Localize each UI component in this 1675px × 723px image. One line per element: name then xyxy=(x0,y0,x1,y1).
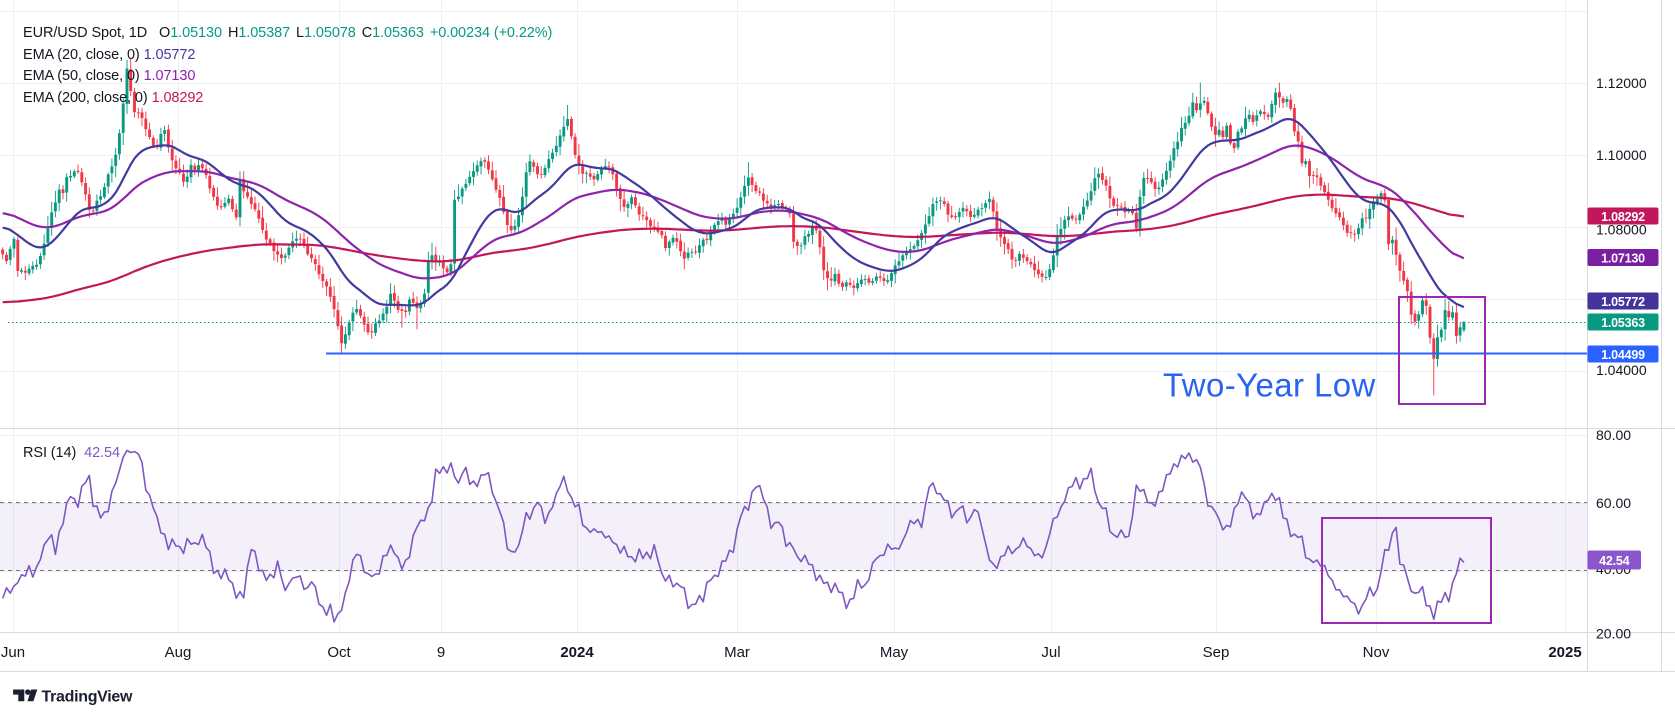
svg-text:Aug: Aug xyxy=(165,644,192,661)
svg-text:1.05363: 1.05363 xyxy=(1601,316,1645,330)
svg-text:Two-Year Low: Two-Year Low xyxy=(1163,367,1376,404)
svg-text:1.10000: 1.10000 xyxy=(1596,147,1647,163)
svg-text:Mar: Mar xyxy=(724,644,750,661)
svg-text:EMA (50, close, 0) 1.07130: EMA (50, close, 0) 1.07130 xyxy=(23,68,195,84)
svg-text:42.54: 42.54 xyxy=(1599,554,1630,568)
svg-text:1.05772: 1.05772 xyxy=(1601,295,1645,309)
svg-text:9: 9 xyxy=(437,644,445,661)
svg-text:2025: 2025 xyxy=(1548,644,1581,661)
svg-text:80.00: 80.00 xyxy=(1596,427,1631,443)
svg-text:1.04499: 1.04499 xyxy=(1601,348,1645,362)
svg-text:1.04000: 1.04000 xyxy=(1596,362,1647,378)
svg-text:Oct: Oct xyxy=(327,644,351,661)
svg-text:60.00: 60.00 xyxy=(1596,495,1631,511)
svg-text:1.07130: 1.07130 xyxy=(1601,252,1645,266)
svg-text:1.08000: 1.08000 xyxy=(1596,222,1647,238)
svg-text:2024: 2024 xyxy=(560,644,594,661)
svg-text:EMA (200, close, 0) 1.08292: EMA (200, close, 0) 1.08292 xyxy=(23,90,203,106)
svg-text:1.08292: 1.08292 xyxy=(1601,210,1645,224)
svg-text:May: May xyxy=(880,644,909,661)
svg-text:RSI (14) 42.54: RSI (14) 42.54 xyxy=(23,445,120,461)
svg-text:1.12000: 1.12000 xyxy=(1596,75,1647,91)
svg-text:Jul: Jul xyxy=(1041,644,1060,661)
svg-text:20.00: 20.00 xyxy=(1596,626,1631,642)
svg-text:Nov: Nov xyxy=(1363,644,1390,661)
svg-text:Jun: Jun xyxy=(1,644,25,661)
svg-text:TradingView: TradingView xyxy=(42,689,134,706)
svg-text:EMA (20, close, 0) 1.05772: EMA (20, close, 0) 1.05772 xyxy=(23,47,195,63)
svg-text:Sep: Sep xyxy=(1203,644,1230,661)
